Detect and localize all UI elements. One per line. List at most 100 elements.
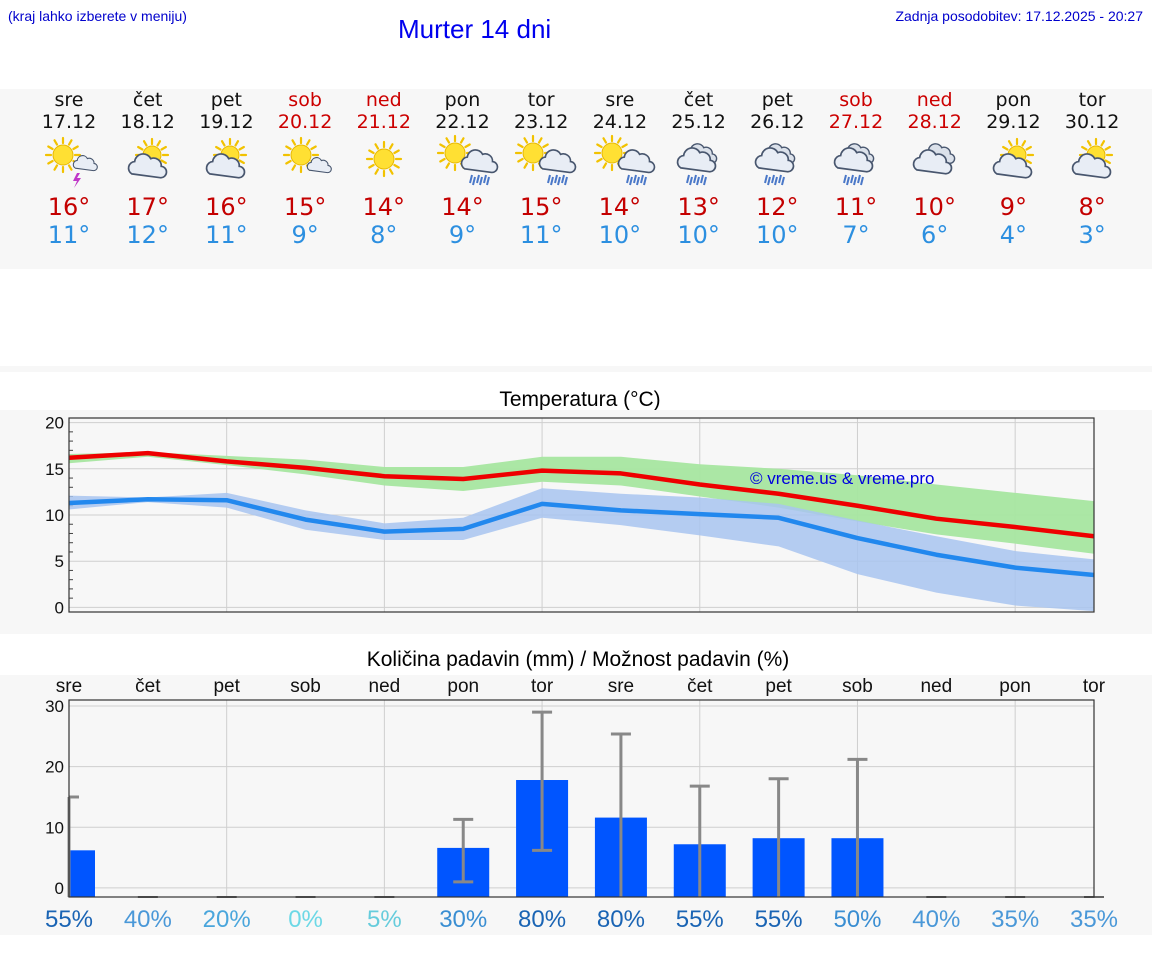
max-temperature: 17° (126, 193, 169, 221)
max-temperature: 14° (441, 193, 484, 221)
day-name: pon (444, 89, 481, 111)
day-date: 18.12 (120, 111, 175, 133)
min-temperature-range-band (69, 488, 1094, 612)
day-name: tor (1078, 89, 1106, 111)
day-name: čet (132, 89, 163, 111)
max-temperature: 16° (205, 193, 248, 221)
day-date: 30.12 (1064, 111, 1120, 133)
day-forecast: sob 27.12 11° 7° (816, 89, 896, 249)
sun-cloud-rain-icon (436, 134, 498, 186)
max-temperature: 10° (913, 193, 956, 221)
cloud-icon (912, 143, 955, 175)
y-tick-label: 15 (45, 460, 64, 479)
min-temperature: 10° (756, 221, 799, 249)
day-name: ned (916, 89, 953, 111)
precipitation-chance: 30% (439, 906, 487, 933)
day-date: 24.12 (592, 111, 648, 133)
y-tick-label: 20 (45, 414, 64, 433)
x-category-label: čet (687, 676, 713, 697)
day-date: 21.12 (356, 111, 411, 133)
x-category-label: tor (1083, 676, 1106, 697)
watermark: © vreme.us & vreme.pro (750, 469, 934, 488)
day-date: 27.12 (828, 111, 884, 133)
sun-cloud-icon (206, 137, 248, 179)
day-date: 23.12 (513, 111, 569, 133)
day-forecast: tor 30.12 8° 3° (1052, 89, 1132, 249)
day-name: pet (761, 89, 793, 111)
day-columns: sre 17.12 16° 11° čet 18.12 17° 12° pet 19.12 16° 1… (0, 89, 1152, 269)
day-forecast: sob 20.12 15° 9° (265, 89, 345, 249)
max-temperature: 15° (519, 193, 563, 221)
sun-icon (365, 140, 402, 178)
day-forecast: pon 22.12 14° 9° (423, 89, 503, 249)
day-forecast: tor 23.12 15° 11° (501, 89, 581, 249)
day-name: tor (527, 89, 555, 111)
temperature-chart-title: Temperatura (°C) (499, 388, 661, 411)
day-forecast: čet 18.12 17° 12° (108, 89, 188, 249)
precipitation-chance: 0% (288, 906, 323, 933)
y-tick-label: 5 (55, 552, 64, 571)
day-date: 28.12 (907, 111, 962, 133)
y-tick-label: 10 (45, 818, 64, 837)
day-name: ned (365, 89, 402, 111)
divider (0, 366, 1152, 372)
day-date: 17.12 (41, 111, 97, 133)
min-temperature: 9° (448, 221, 477, 249)
cloud-rain-icon (755, 143, 796, 186)
day-forecast: ned 28.12 10° 6° (895, 89, 975, 249)
x-category-label: pet (765, 676, 792, 697)
y-tick-label: 20 (45, 758, 64, 777)
day-name: sob (839, 89, 873, 111)
precipitation-chance: 20% (203, 906, 251, 933)
precipitation-chart-title: Količina padavin (mm) / Možnost padavin … (366, 648, 790, 671)
min-temperature: 10° (677, 221, 720, 249)
max-temperature: 12° (756, 193, 799, 221)
min-temperature: 11° (519, 221, 563, 249)
max-temperature: 13° (677, 193, 720, 221)
day-name: sre (605, 89, 635, 111)
max-temperature: 14° (598, 193, 642, 221)
precipitation-chance: 5% (367, 906, 402, 933)
y-tick-label: 0 (55, 598, 64, 617)
precipitation-chance: 55% (755, 906, 803, 933)
max-temperature-line (68, 450, 1095, 539)
min-temperature: 10° (598, 221, 642, 249)
cloud-rain-icon (833, 143, 875, 186)
day-forecast: sre 24.12 14° 10° (580, 89, 660, 249)
precipitation-chance: 35% (991, 906, 1039, 933)
y-tick-label: 30 (45, 697, 64, 716)
day-date: 26.12 (750, 111, 805, 133)
day-date: 29.12 (986, 111, 1041, 133)
min-temperature: 6° (921, 221, 949, 249)
x-category-label: tor (531, 676, 554, 697)
page-title: Murter 14 dni (398, 14, 552, 44)
day-forecast: pet 19.12 16° 11° (186, 89, 266, 249)
day-forecast: čet 25.12 13° 10° (659, 89, 739, 249)
max-temperature: 16° (47, 193, 91, 221)
day-name: sob (288, 89, 322, 111)
precipitation-chance: 50% (833, 906, 881, 933)
day-forecast: pet 26.12 12° 10° (737, 89, 817, 249)
max-temperature-range-band (69, 452, 1094, 554)
min-temperature: 9° (291, 221, 319, 249)
sun-cloud-icon (993, 137, 1035, 179)
sun-cloud-storm-icon (44, 136, 98, 188)
temperature-chart: 0 5 10 15 20 © vreme.us & vreme.pro (45, 414, 1095, 617)
day-date: 25.12 (671, 111, 726, 133)
last-updated: Zadnja posodobitev: 17.12.2025 - 20:27 (895, 8, 1143, 24)
min-temperature-line (68, 497, 1095, 578)
plot-area (69, 700, 1094, 897)
sun-cloud-icon (127, 137, 169, 179)
day-forecast: pon 29.12 9° 4° (973, 89, 1053, 249)
x-category-label: pon (447, 676, 479, 697)
day-name: pon (995, 89, 1032, 111)
x-category-label: sre (608, 676, 634, 697)
max-temperature: 11° (834, 193, 878, 221)
y-tick-label: 0 (55, 879, 64, 898)
min-temperature: 3° (1078, 221, 1106, 249)
sun-cloud-rain-icon (515, 134, 577, 186)
x-category-label: sob (290, 676, 321, 697)
day-date: 20.12 (277, 111, 333, 133)
x-category-label: sob (842, 676, 873, 697)
sun-cloud-icon (1071, 137, 1114, 179)
